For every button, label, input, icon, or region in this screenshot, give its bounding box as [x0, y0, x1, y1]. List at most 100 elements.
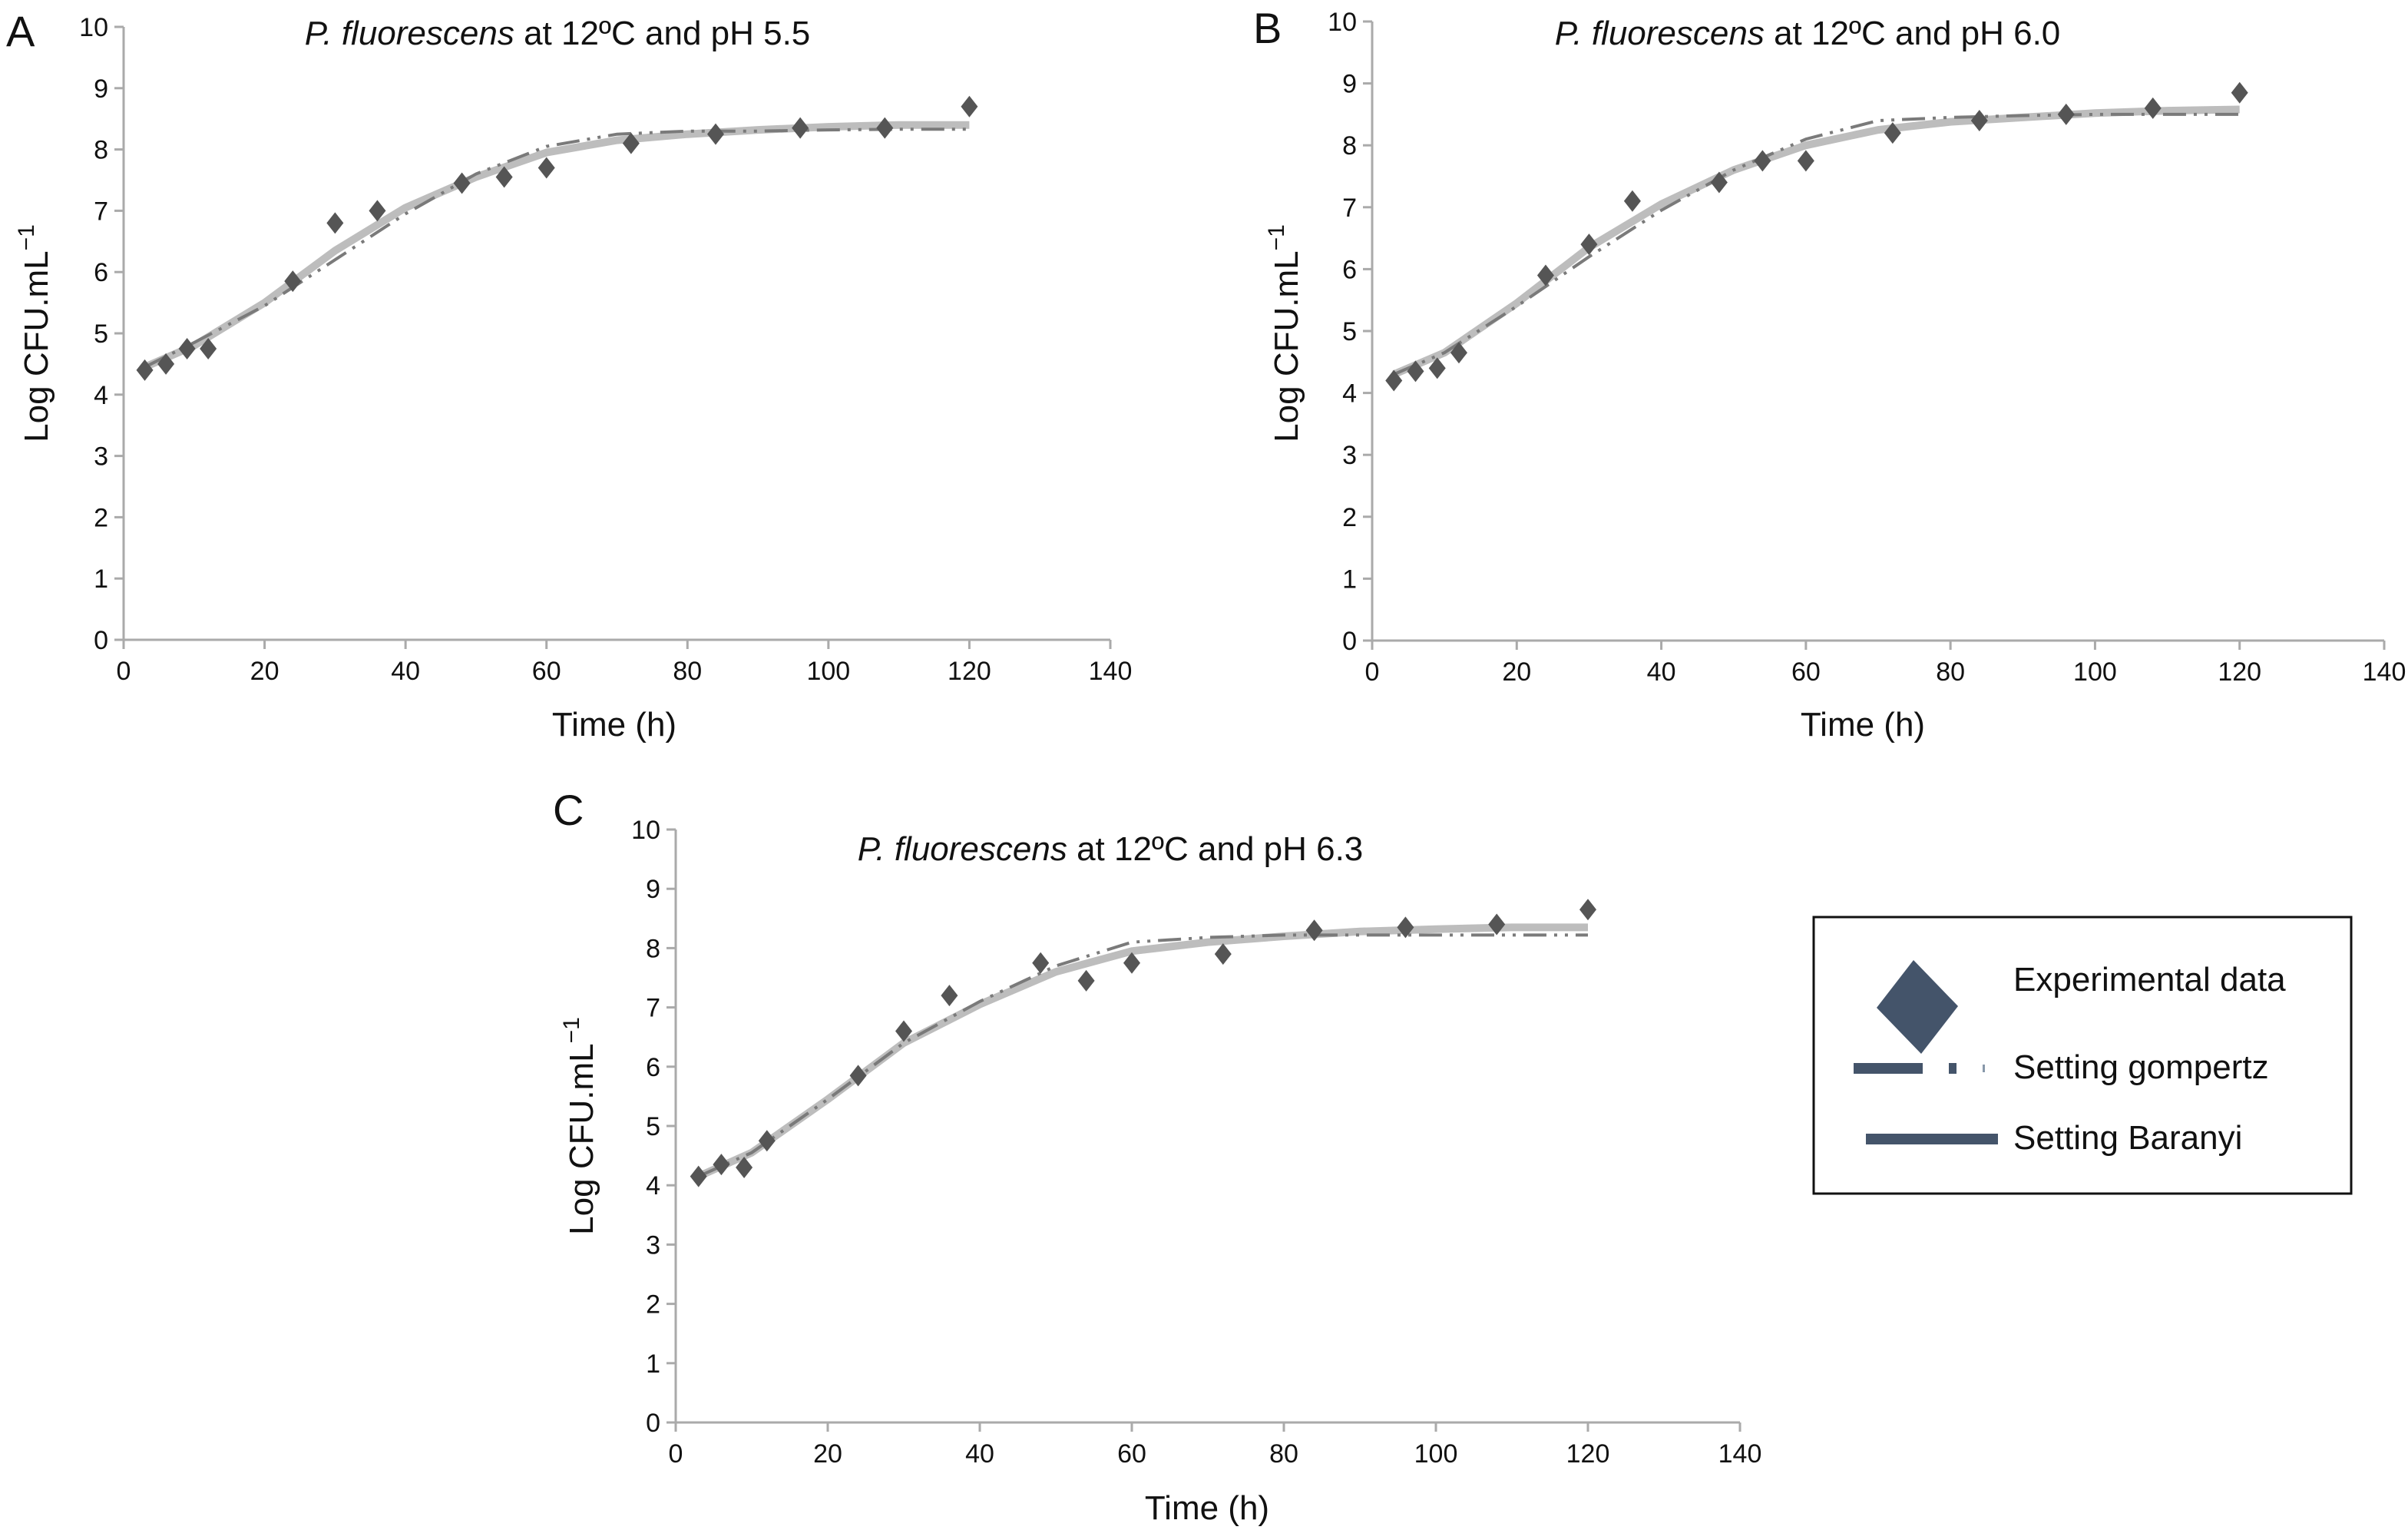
y-tick-label: 7: [1342, 194, 1357, 223]
data-point: [876, 117, 894, 139]
y-axis-title: Log CFU.mL−1: [14, 224, 55, 442]
data-point: [707, 123, 724, 145]
data-point: [157, 353, 175, 375]
data-point: [895, 1020, 912, 1042]
dash-dot-dot-line-icon: [1854, 1063, 1985, 1074]
data-point: [538, 157, 555, 179]
y-tick-label: 2: [94, 503, 108, 532]
data-point: [369, 200, 386, 222]
y-tick-label: 0: [646, 1409, 660, 1438]
baranyi-curve: [143, 121, 970, 371]
data-point: [1579, 899, 1596, 921]
data-point: [690, 1165, 707, 1187]
x-tick-label: 100: [2073, 657, 2117, 687]
y-tick-label: 0: [1342, 627, 1357, 656]
y-tick-label: 4: [1342, 379, 1357, 409]
y-tick-label: 9: [1342, 70, 1357, 99]
data-point: [2144, 97, 2162, 119]
y-tick-label: 8: [646, 934, 660, 963]
data-point: [178, 337, 196, 359]
data-point: [1536, 264, 1554, 286]
y-axis-title-exponent: −1: [559, 1017, 584, 1043]
data-point: [2231, 81, 2248, 104]
y-tick-label: 10: [79, 13, 108, 42]
y-tick-label: 2: [646, 1290, 660, 1320]
data-point: [136, 359, 154, 381]
y-tick-label: 10: [1328, 8, 1357, 37]
panel-title: P. fluorescens at 12ºC and pH 5.5: [305, 15, 811, 52]
title-conditions: at 12ºC and pH 6.0: [1765, 15, 2060, 52]
panel-letter: A: [6, 7, 35, 55]
x-tick-label: 140: [2363, 657, 2406, 687]
x-axis-title: Time (h): [1145, 1489, 1269, 1527]
y-tick-label: 1: [94, 565, 108, 594]
title-species: P. fluorescens: [305, 15, 514, 52]
data-point: [1385, 369, 1403, 392]
diamond-marker-icon: [1877, 960, 1958, 1054]
data-point: [792, 117, 809, 139]
y-tick-label: 3: [646, 1230, 660, 1260]
x-tick-label: 60: [532, 657, 561, 686]
x-tick-label: 20: [813, 1439, 842, 1469]
y-axis-title-main: Log CFU.mL: [563, 1043, 600, 1234]
y-tick-label: 6: [1342, 255, 1357, 284]
title-species: P. fluorescens: [858, 830, 1067, 868]
gompertz-curve: [697, 933, 1588, 1178]
y-tick-label: 4: [94, 381, 108, 410]
y-tick-label: 3: [94, 442, 108, 472]
y-axis-title-main: Log CFU.mL: [1268, 250, 1305, 442]
title-conditions: at 12ºC and pH 6.3: [1067, 830, 1363, 868]
data-point: [2057, 103, 2075, 125]
y-tick-label: 9: [646, 875, 660, 904]
x-tick-label: 0: [669, 1439, 683, 1469]
x-tick-label: 120: [948, 657, 991, 686]
y-axis-title-exponent: −1: [14, 224, 39, 250]
x-tick-label: 100: [1414, 1439, 1458, 1469]
solid-line-icon: [1866, 1134, 1998, 1144]
baranyi-curve: [1392, 105, 2240, 378]
legend-label-gompertz: Setting gompertz: [2013, 1048, 2269, 1086]
data-point: [758, 1130, 776, 1152]
panel-title: P. fluorescens at 12ºC and pH 6.3: [858, 830, 1364, 868]
x-tick-label: 80: [1269, 1439, 1298, 1469]
data-point: [1970, 109, 1988, 131]
data-point: [1032, 952, 1050, 974]
y-tick-label: 10: [631, 816, 660, 845]
y-tick-label: 0: [94, 626, 108, 655]
panel-letter: C: [553, 786, 584, 834]
x-tick-label: 40: [965, 1439, 994, 1469]
data-point: [1488, 913, 1506, 936]
y-tick-label: 9: [94, 75, 108, 104]
data-point: [1623, 190, 1641, 212]
y-tick-label: 4: [646, 1171, 660, 1200]
y-tick-label: 5: [1342, 317, 1357, 346]
x-tick-label: 40: [391, 657, 420, 686]
x-tick-label: 60: [1791, 657, 1821, 687]
data-point: [713, 1154, 730, 1176]
data-point: [849, 1065, 867, 1087]
y-axis-title: Log CFU.mL−1: [1264, 224, 1305, 442]
y-tick-label: 1: [1342, 565, 1357, 594]
y-tick-label: 3: [1342, 441, 1357, 470]
legend-label-experimental: Experimental data: [2013, 961, 2286, 998]
data-point: [961, 95, 978, 118]
data-point: [1397, 916, 1414, 939]
data-point: [1754, 150, 1771, 172]
panel-letter: B: [1253, 4, 1282, 52]
y-tick-label: 7: [646, 994, 660, 1023]
data-point: [736, 1157, 753, 1179]
x-tick-label: 100: [806, 657, 850, 686]
panel-a: A 0 20 40 60 80 100 120 140 0 1 2 3 4 5 6 7 8 9 10 P. fluore…: [6, 7, 1132, 743]
y-tick-label: 2: [1342, 503, 1357, 532]
data-point: [1884, 122, 1901, 144]
x-tick-label: 0: [117, 657, 131, 686]
y-tick-label: 6: [94, 258, 108, 287]
y-tick-label: 6: [646, 1053, 660, 1082]
x-axis-title: Time (h): [1801, 706, 1925, 743]
y-tick-label: 8: [94, 136, 108, 165]
y-tick-label: 7: [94, 197, 108, 226]
x-axis-title: Time (h): [552, 706, 676, 743]
legend: Experimental data Setting gompertz Setti…: [1812, 916, 2353, 1195]
panel-c: C 0 20 40 60 80 100 120 140 0 1 2 3 4 5 6 7 8 9 10 P. fluore…: [553, 786, 1761, 1527]
